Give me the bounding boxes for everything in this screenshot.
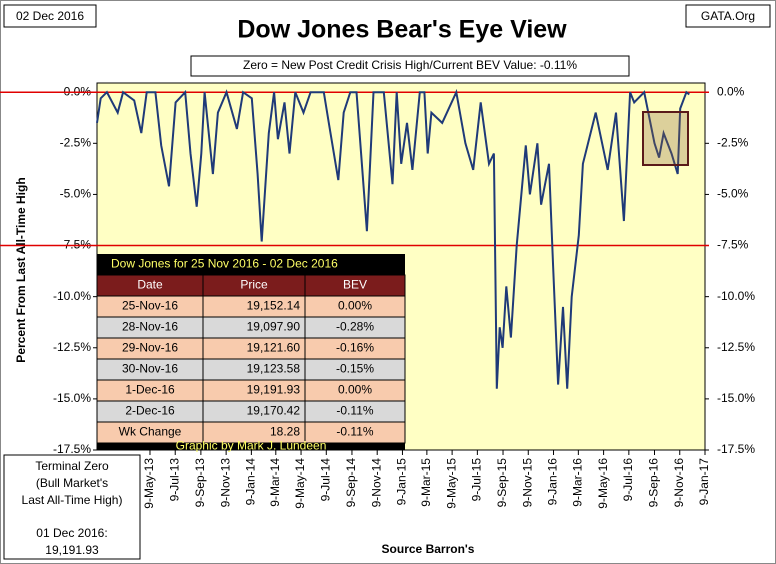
table-value: -0.11% [336, 404, 373, 418]
table-value: 19,170.42 [247, 404, 301, 418]
table-value: 2-Dec-16 [125, 404, 175, 418]
subtitle-box [190, 55, 630, 77]
table-value: -0.11% [336, 425, 373, 439]
x-tick-label: 9-Jul-13 [167, 458, 181, 502]
series-line [96, 88, 690, 389]
table-footer-bg [97, 443, 405, 450]
x-tick-label: 9-Jan-16 [546, 458, 560, 506]
x-tick-label: 9-Sep-15 [495, 458, 509, 508]
y-tick-label: -7.5% [60, 238, 92, 252]
table-value: 25-Nov-16 [122, 299, 178, 313]
y-tick-label: -2.5% [60, 135, 92, 149]
table-value: Wk Change [119, 425, 182, 439]
x-tick-label: 9-Sep-16 [647, 458, 661, 508]
table-value: 30-Nov-16 [122, 362, 178, 376]
x-tick-label: 9-Mar-15 [419, 458, 433, 507]
x-tick-label: 9-Mar-14 [268, 458, 282, 507]
y-tick-label: -5.0% [60, 187, 92, 201]
y-tick-label: -10.0% [53, 289, 91, 303]
highlight-box [642, 111, 689, 166]
x-tick-label: 9-May-15 [444, 458, 458, 509]
table-title: Dow Jones for 25 Nov 2016 - 02 Dec 2016 [111, 257, 338, 271]
x-tick-label: 9-Nov-13 [218, 458, 232, 508]
table-header: BEV [343, 278, 367, 292]
table-value: 0.00% [338, 299, 372, 313]
table-value: 28-Nov-16 [122, 320, 178, 334]
table-value: 29-Nov-16 [122, 341, 178, 355]
x-tick-label: 9-Nov-16 [672, 458, 686, 508]
table-value: -0.28% [336, 320, 374, 334]
table-value: 1-Dec-16 [125, 383, 175, 397]
note-text: (Bull Market's [36, 476, 108, 490]
table-footer: Graphic by Mark J. Lundeen [176, 439, 327, 453]
note-text: 01 Dec 2016: [36, 526, 107, 540]
y2-tick-label: 0.0% [717, 84, 745, 98]
note-text: Terminal Zero [35, 459, 109, 473]
x-tick-label: 9-Jan-17 [697, 458, 711, 506]
x-tick-label: 9-Sep-13 [193, 458, 207, 508]
x-tick-label: 9-Jul-16 [621, 458, 635, 502]
x-tick-label: 9-Nov-14 [369, 458, 383, 508]
table-value: 0.00% [338, 383, 372, 397]
y2-tick-label: -2.5% [717, 135, 749, 149]
y2-tick-label: -10.0% [717, 289, 755, 303]
note-box [3, 454, 141, 560]
note-text: Last All-Time High) [22, 493, 123, 507]
table-title-bg [97, 254, 405, 275]
y2-tick-label: -15.0% [717, 391, 755, 405]
x-tick-label: 9-Jul-14 [318, 458, 332, 502]
x-tick-label: 9-May-14 [293, 458, 307, 509]
x-tick-label: 9-May-13 [142, 458, 156, 509]
y-tick-label: 0.0% [64, 84, 92, 98]
x-tick-label: 9-May-16 [596, 458, 610, 509]
date-box [3, 4, 97, 28]
table-value: 19,121.60 [247, 341, 301, 355]
table-header: Date [137, 278, 163, 292]
table-value: 18.28 [270, 425, 300, 439]
x-tick-label: 9-Jan-14 [244, 458, 258, 506]
y2-tick-label: -12.5% [717, 340, 755, 354]
y-tick-label: -12.5% [53, 340, 91, 354]
chart-title: Dow Jones Bear's Eye View [237, 16, 567, 44]
y2-tick-label: -5.0% [717, 187, 749, 201]
note-text: 19,191.93 [45, 543, 99, 557]
date-stamp: 02 Dec 2016 [16, 9, 84, 23]
table-value: 19,152.14 [247, 299, 301, 313]
table-value: 19,097.90 [247, 320, 301, 334]
table-header: Price [240, 278, 268, 292]
x-axis-label: Source Barron's [382, 542, 475, 556]
x-tick-label: 9-Jan-15 [395, 458, 409, 506]
y-tick-label: -17.5% [53, 442, 91, 456]
x-tick-label: 9-Jul-15 [470, 458, 484, 502]
table-value: -0.15% [336, 362, 374, 376]
x-tick-label: 9-Mar-16 [571, 458, 585, 507]
y-axis-label: Percent From Last All-Time High [14, 177, 28, 362]
y-tick-label: -15.0% [53, 391, 91, 405]
subtitle: Zero = New Post Credit Crisis High/Curre… [243, 58, 577, 72]
table-value: 19,123.58 [247, 362, 301, 376]
site-box [685, 4, 771, 28]
site: GATA.Org [701, 9, 755, 23]
y2-tick-label: -7.5% [717, 238, 749, 252]
table-value: -0.16% [336, 341, 374, 355]
x-tick-label: 9-Nov-15 [520, 458, 534, 508]
y2-tick-label: -17.5% [717, 442, 755, 456]
table-value: 19,191.93 [247, 383, 301, 397]
x-tick-label: 9-Sep-14 [344, 458, 358, 508]
